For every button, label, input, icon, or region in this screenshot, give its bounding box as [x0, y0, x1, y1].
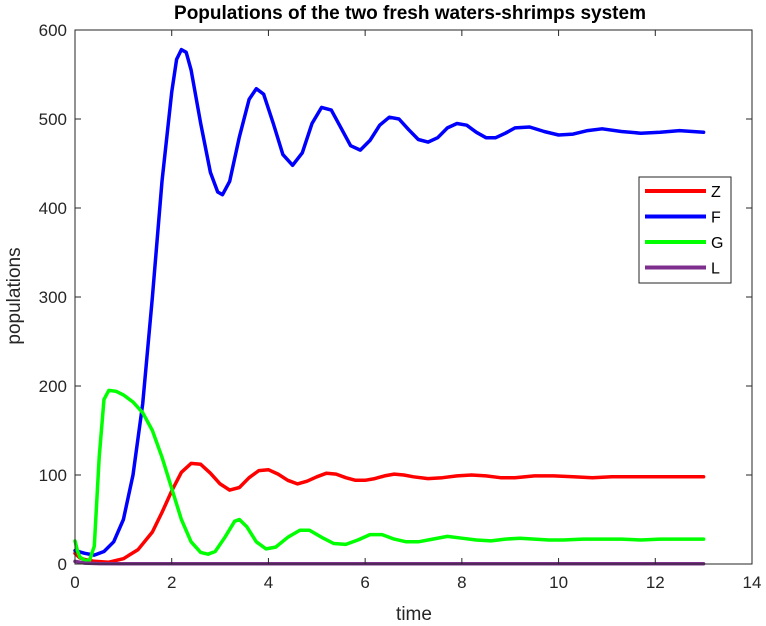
series-line-g — [73, 388, 706, 563]
y-tick-label: 600 — [39, 21, 67, 40]
x-tick-label: 12 — [646, 573, 665, 592]
series-line-z — [73, 461, 706, 564]
x-tick-label: 8 — [457, 573, 466, 592]
legend-label-z: Z — [711, 184, 721, 201]
x-tick-label: 14 — [743, 573, 762, 592]
x-tick-label: 4 — [264, 573, 273, 592]
legend-label-l: L — [711, 261, 720, 278]
y-tick-label: 100 — [39, 466, 67, 485]
axes-ticks: 0 2 4 6 8 10 12 14 0 100 200 300 400 500 600 — [39, 21, 762, 592]
y-tick-label: 200 — [39, 377, 67, 396]
plot-area — [75, 30, 752, 564]
series-line-f — [73, 47, 706, 557]
chart-title: Populations of the two fresh waters-shri… — [174, 3, 646, 24]
y-tick-label: 500 — [39, 110, 67, 129]
x-axis-label: time — [396, 604, 432, 625]
legend-label-g: G — [711, 235, 723, 252]
y-axis-label: populations — [4, 247, 25, 344]
x-tick-label: 10 — [549, 573, 568, 592]
legend-label-f: F — [711, 210, 721, 227]
y-tick-label: 0 — [58, 555, 67, 574]
y-tick-label: 300 — [39, 288, 67, 307]
legend-box — [638, 176, 732, 284]
plot-frame — [74, 29, 753, 565]
x-tick-label: 6 — [360, 573, 369, 592]
x-tick-label: 0 — [70, 573, 79, 592]
y-tick-label: 400 — [39, 199, 67, 218]
x-tick-label: 2 — [167, 573, 176, 592]
